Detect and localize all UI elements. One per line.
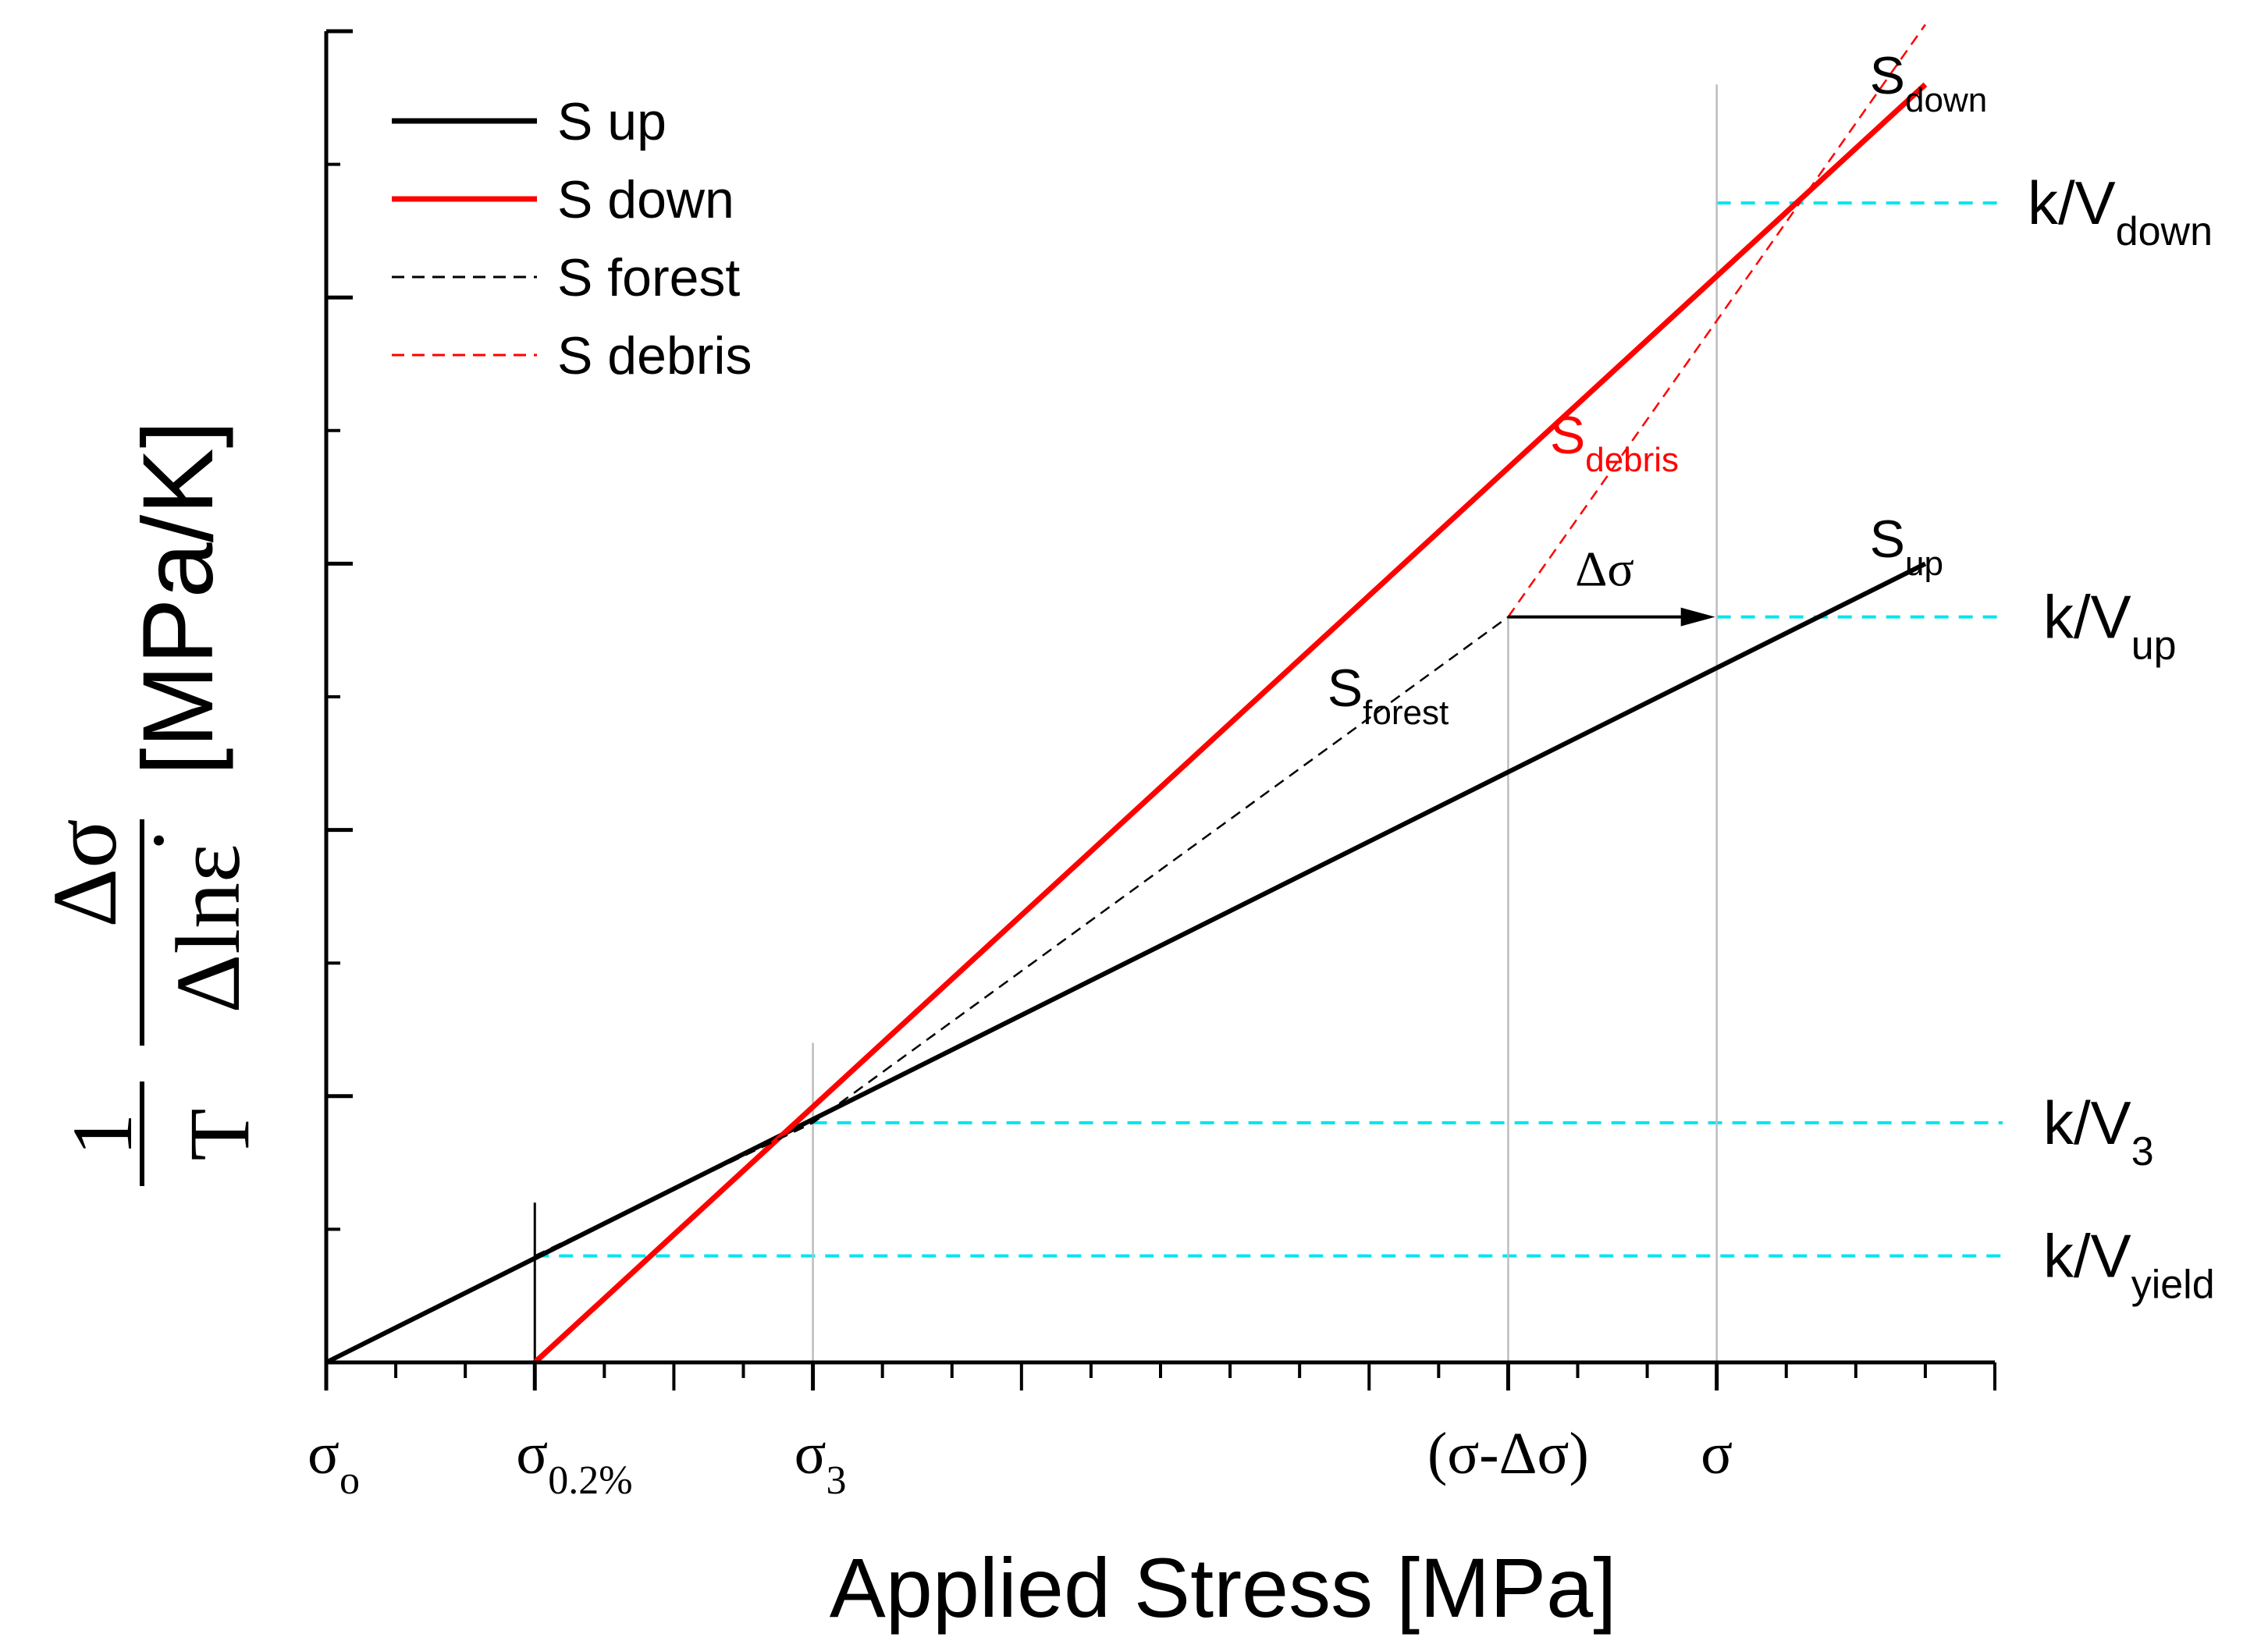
x-tick-label-0-base: σ xyxy=(307,1421,339,1486)
annotation-s-debris: Sdebris xyxy=(1550,406,1679,479)
guide-label-up: k/Vup xyxy=(2043,583,2177,669)
delta-arrow-label: Δσ xyxy=(1575,542,1634,597)
guide-label-yield-base: k/V xyxy=(2043,1222,2131,1291)
legend-label-1: S down xyxy=(557,170,734,229)
x-tick-label-2-base: σ xyxy=(795,1421,827,1486)
annotation-s-forest: Sforest xyxy=(1328,659,1449,732)
y-title-epsilon-dot: · xyxy=(111,826,206,855)
guide-label-3-base: k/V xyxy=(2043,1089,2131,1157)
series-s-forest xyxy=(534,616,1509,1257)
series-s-up xyxy=(325,561,1927,1365)
guide-label-3: k/V3 xyxy=(2043,1089,2154,1174)
legend-label-0: S up xyxy=(557,92,667,151)
x-tick-label-3-base: (σ-Δσ) xyxy=(1427,1421,1589,1486)
x-axis-title: Applied Stress [MPa] xyxy=(830,1540,1616,1635)
x-tick-label-0-sub: o xyxy=(339,1458,360,1503)
annotation-s-down: Sdown xyxy=(1870,46,1988,119)
x-tick-label-3: (σ-Δσ) xyxy=(1427,1421,1589,1486)
guide-label-up-base: k/V xyxy=(2043,583,2131,652)
annotation-s-forest-sub: forest xyxy=(1363,694,1449,732)
guide-label-down-sub: down xyxy=(2116,209,2213,254)
annotation-s-up: Sup xyxy=(1870,510,1943,583)
x-tick-label-0: σo xyxy=(307,1421,360,1503)
guide-label-down-base: k/V xyxy=(2028,169,2116,237)
guide-label-down: k/Vdown xyxy=(2028,169,2213,254)
x-tick-label-4-base: σ xyxy=(1701,1421,1733,1486)
x-tick-label-4: σ xyxy=(1701,1421,1733,1486)
tick-labels: σo σ0.2% σ3 (σ-Δσ) σ xyxy=(307,1421,1733,1503)
guide-label-up-sub: up xyxy=(2131,623,2177,669)
legend: S up S down S forest S debris xyxy=(392,92,752,385)
x-tick-label-1-sub: 0.2% xyxy=(548,1458,632,1503)
annotation-s-down-sub: down xyxy=(1905,81,1987,119)
delta-arrow-head xyxy=(1680,607,1715,627)
x-tick-label-2: σ3 xyxy=(795,1421,847,1503)
annotation-s-down-base: S xyxy=(1870,46,1905,105)
x-tick-label-2-sub: 3 xyxy=(827,1458,847,1503)
vertical-markers xyxy=(533,84,1718,1362)
y-title-frac2-num: Δσ xyxy=(34,819,136,928)
series-s-debris xyxy=(1507,23,1926,618)
y-title-frac1-num: 1 xyxy=(55,1113,150,1156)
annotation-s-forest-base: S xyxy=(1328,659,1363,718)
annotation-s-up-sub: up xyxy=(1905,545,1943,583)
series-s-down xyxy=(532,82,1928,1365)
annotation-s-debris-base: S xyxy=(1550,406,1585,465)
legend-label-2: S forest xyxy=(557,248,740,307)
y-title-unit: [MPa/K] xyxy=(123,421,234,776)
axis-ticks xyxy=(324,29,1996,1390)
x-tick-label-1-base: σ xyxy=(516,1421,548,1486)
y-title-frac1-den: T xyxy=(172,1108,267,1160)
annotation-s-up-base: S xyxy=(1870,510,1905,569)
guide-label-3-sub: 3 xyxy=(2131,1129,2154,1174)
annotation-s-debris-sub: debris xyxy=(1585,441,1679,479)
x-tick-label-1: σ0.2% xyxy=(516,1421,632,1503)
guide-label-yield: k/Vyield xyxy=(2043,1222,2215,1308)
series-lines: Δσ xyxy=(325,23,1928,1365)
guide-label-yield-sub: yield xyxy=(2131,1263,2215,1308)
legend-label-3: S debris xyxy=(557,326,752,385)
y-axis-title: 1 T Δσ Δlnε· [MPa/K] xyxy=(34,421,267,1186)
axis-titles: Applied Stress [MPa] 1 T Δσ Δlnε· [MPa/K] xyxy=(34,421,1616,1635)
y-title-frac2-den: Δlnε xyxy=(157,844,259,1013)
